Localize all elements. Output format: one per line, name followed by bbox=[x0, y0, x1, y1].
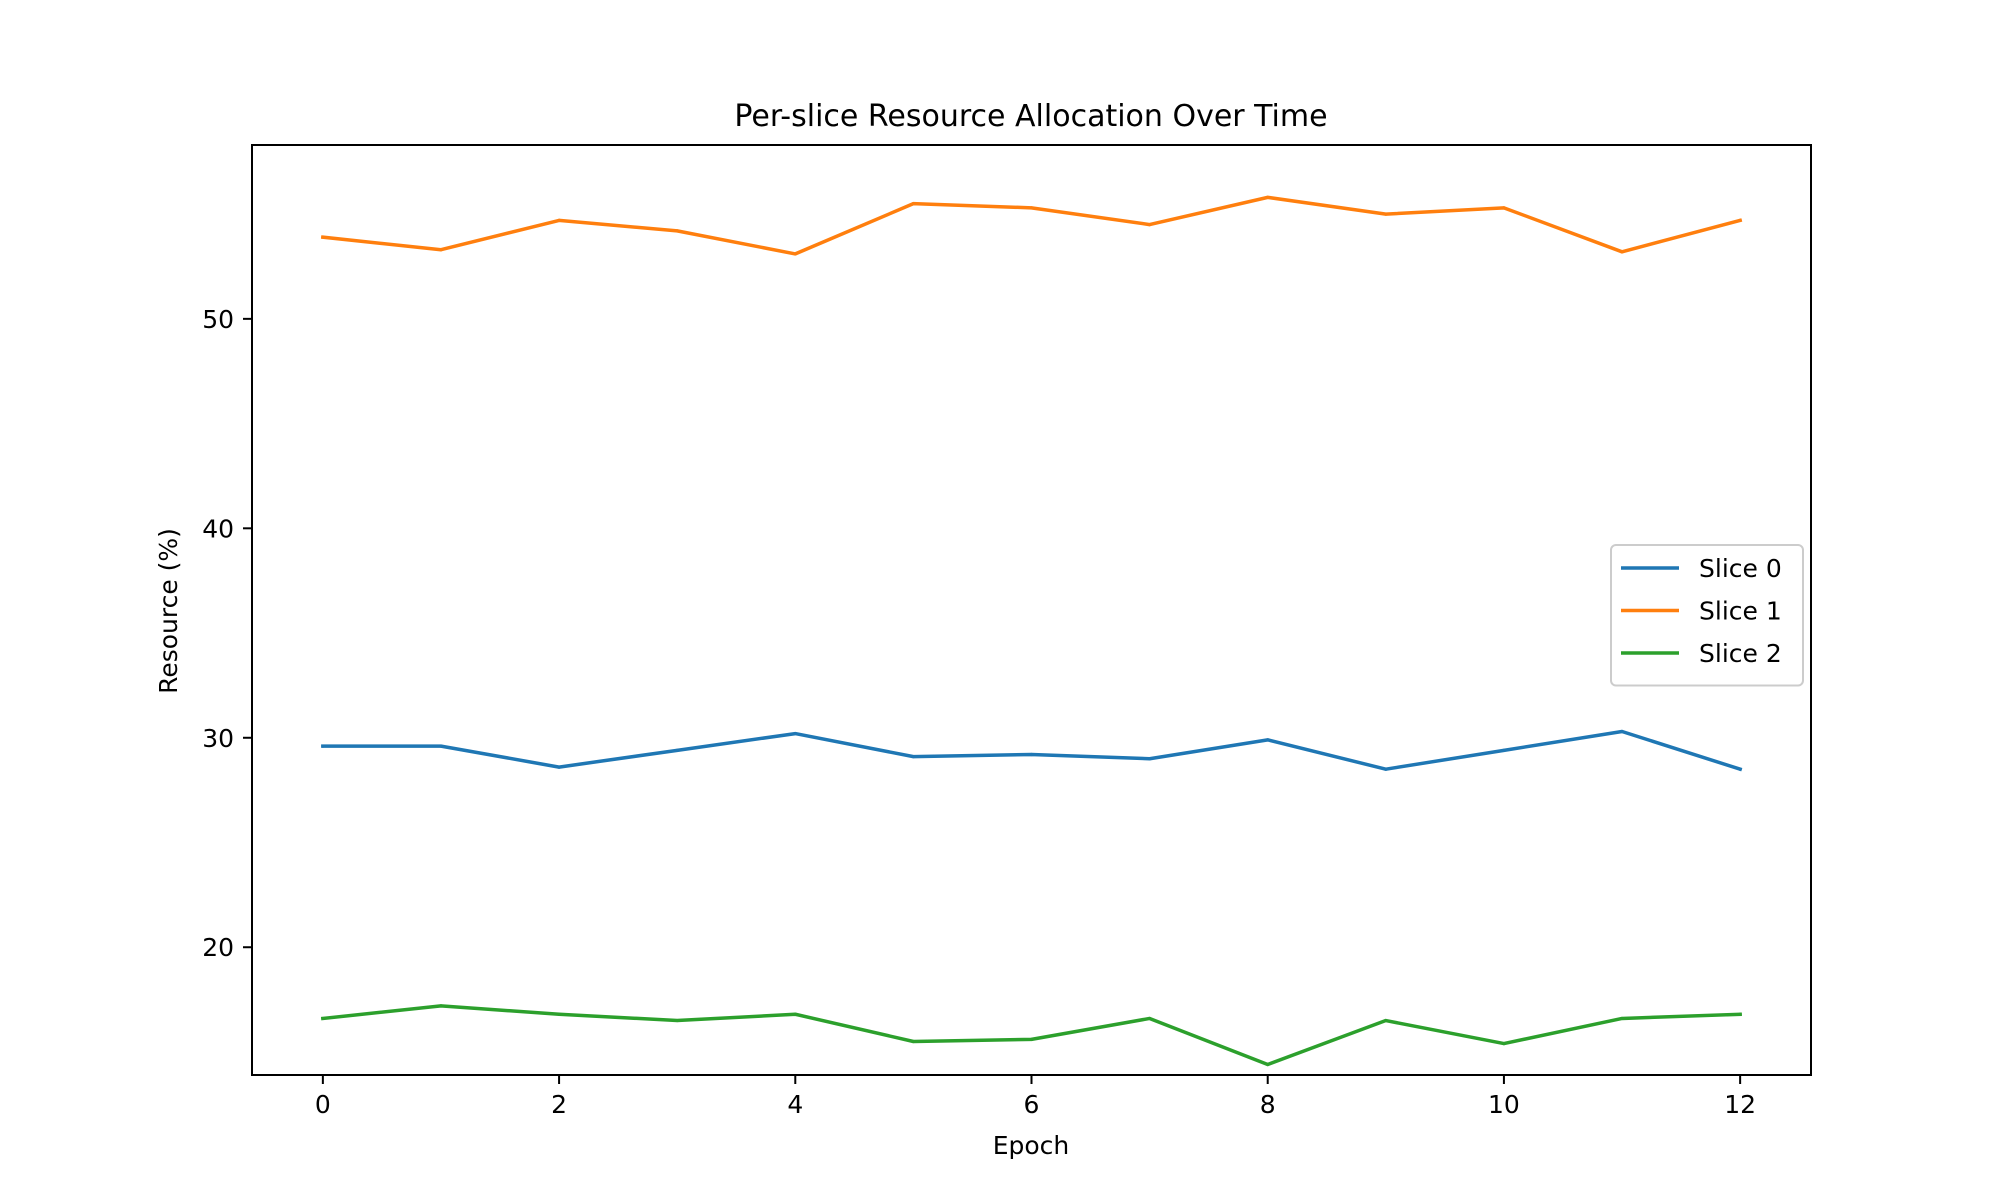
y-axis-label: Resource (%) bbox=[154, 528, 183, 694]
data-point-2-5 bbox=[911, 1039, 915, 1044]
data-point-1-0 bbox=[321, 235, 325, 239]
data-point-0-1 bbox=[439, 744, 443, 748]
data-point-0-11 bbox=[1620, 729, 1624, 734]
data-point-2-11 bbox=[1620, 1016, 1624, 1021]
y-tick-label: 40 bbox=[202, 514, 234, 543]
data-point-0-0 bbox=[321, 744, 325, 748]
y-axis: 20 30 40 50 bbox=[202, 305, 252, 962]
x-tick-label: 4 bbox=[787, 1090, 803, 1119]
legend-label-2: Slice 2 bbox=[1699, 639, 1782, 668]
data-point-2-1 bbox=[439, 1004, 443, 1008]
data-point-1-4 bbox=[793, 252, 797, 256]
data-point-1-6 bbox=[1029, 206, 1034, 210]
data-point-0-5 bbox=[911, 755, 915, 759]
x-axis: 0 2 4 6 8 10 12 bbox=[315, 1075, 1756, 1119]
data-point-2-2 bbox=[557, 1012, 561, 1016]
y-tick-label: 50 bbox=[202, 305, 234, 334]
data-point-1-7 bbox=[1148, 222, 1152, 227]
data-point-1-5 bbox=[911, 202, 915, 206]
data-point-1-12 bbox=[1738, 218, 1742, 223]
data-point-0-12 bbox=[1738, 767, 1742, 771]
data-point-0-2 bbox=[557, 765, 561, 769]
x-axis-label: Epoch bbox=[993, 1131, 1070, 1160]
data-point-1-3 bbox=[675, 229, 679, 233]
data-point-2-0 bbox=[321, 1016, 325, 1021]
legend: Slice 0 Slice 1 Slice 2 bbox=[1610, 544, 1804, 687]
data-point-2-8 bbox=[1266, 1062, 1270, 1067]
data-point-0-3 bbox=[675, 748, 679, 752]
data-point-1-10 bbox=[1502, 206, 1506, 210]
legend-box bbox=[1610, 544, 1804, 687]
x-tick-label: 2 bbox=[551, 1090, 567, 1119]
data-point-0-9 bbox=[1384, 767, 1388, 771]
data-point-1-1 bbox=[439, 248, 443, 252]
x-tick-label: 0 bbox=[315, 1090, 331, 1119]
legend-label-1: Slice 1 bbox=[1699, 597, 1782, 626]
data-point-0-6 bbox=[1029, 752, 1034, 757]
data-point-1-11 bbox=[1620, 250, 1624, 254]
data-point-2-10 bbox=[1502, 1041, 1506, 1046]
data-point-0-8 bbox=[1266, 738, 1270, 742]
y-tick-label: 20 bbox=[202, 933, 234, 962]
data-point-2-9 bbox=[1384, 1018, 1388, 1023]
legend-label-0: Slice 0 bbox=[1699, 554, 1782, 583]
data-point-0-4 bbox=[793, 731, 797, 736]
x-tick-label: 10 bbox=[1488, 1090, 1520, 1119]
data-point-0-7 bbox=[1148, 757, 1152, 761]
data-point-1-9 bbox=[1384, 212, 1388, 216]
x-tick-label: 12 bbox=[1724, 1090, 1756, 1119]
chart-title: Per-slice Resource Allocation Over Time bbox=[734, 99, 1327, 134]
x-tick-label: 6 bbox=[1024, 1090, 1040, 1119]
x-tick-label: 8 bbox=[1260, 1090, 1276, 1119]
data-point-0-10 bbox=[1502, 748, 1506, 752]
data-point-1-2 bbox=[557, 218, 561, 223]
y-tick-label: 30 bbox=[202, 724, 234, 753]
data-point-1-8 bbox=[1266, 195, 1270, 199]
plot-area bbox=[320, 195, 1743, 1067]
data-point-2-7 bbox=[1148, 1016, 1152, 1021]
data-point-2-12 bbox=[1738, 1012, 1742, 1016]
data-point-2-4 bbox=[793, 1012, 797, 1016]
data-point-2-3 bbox=[675, 1018, 679, 1023]
data-point-2-6 bbox=[1029, 1037, 1034, 1041]
